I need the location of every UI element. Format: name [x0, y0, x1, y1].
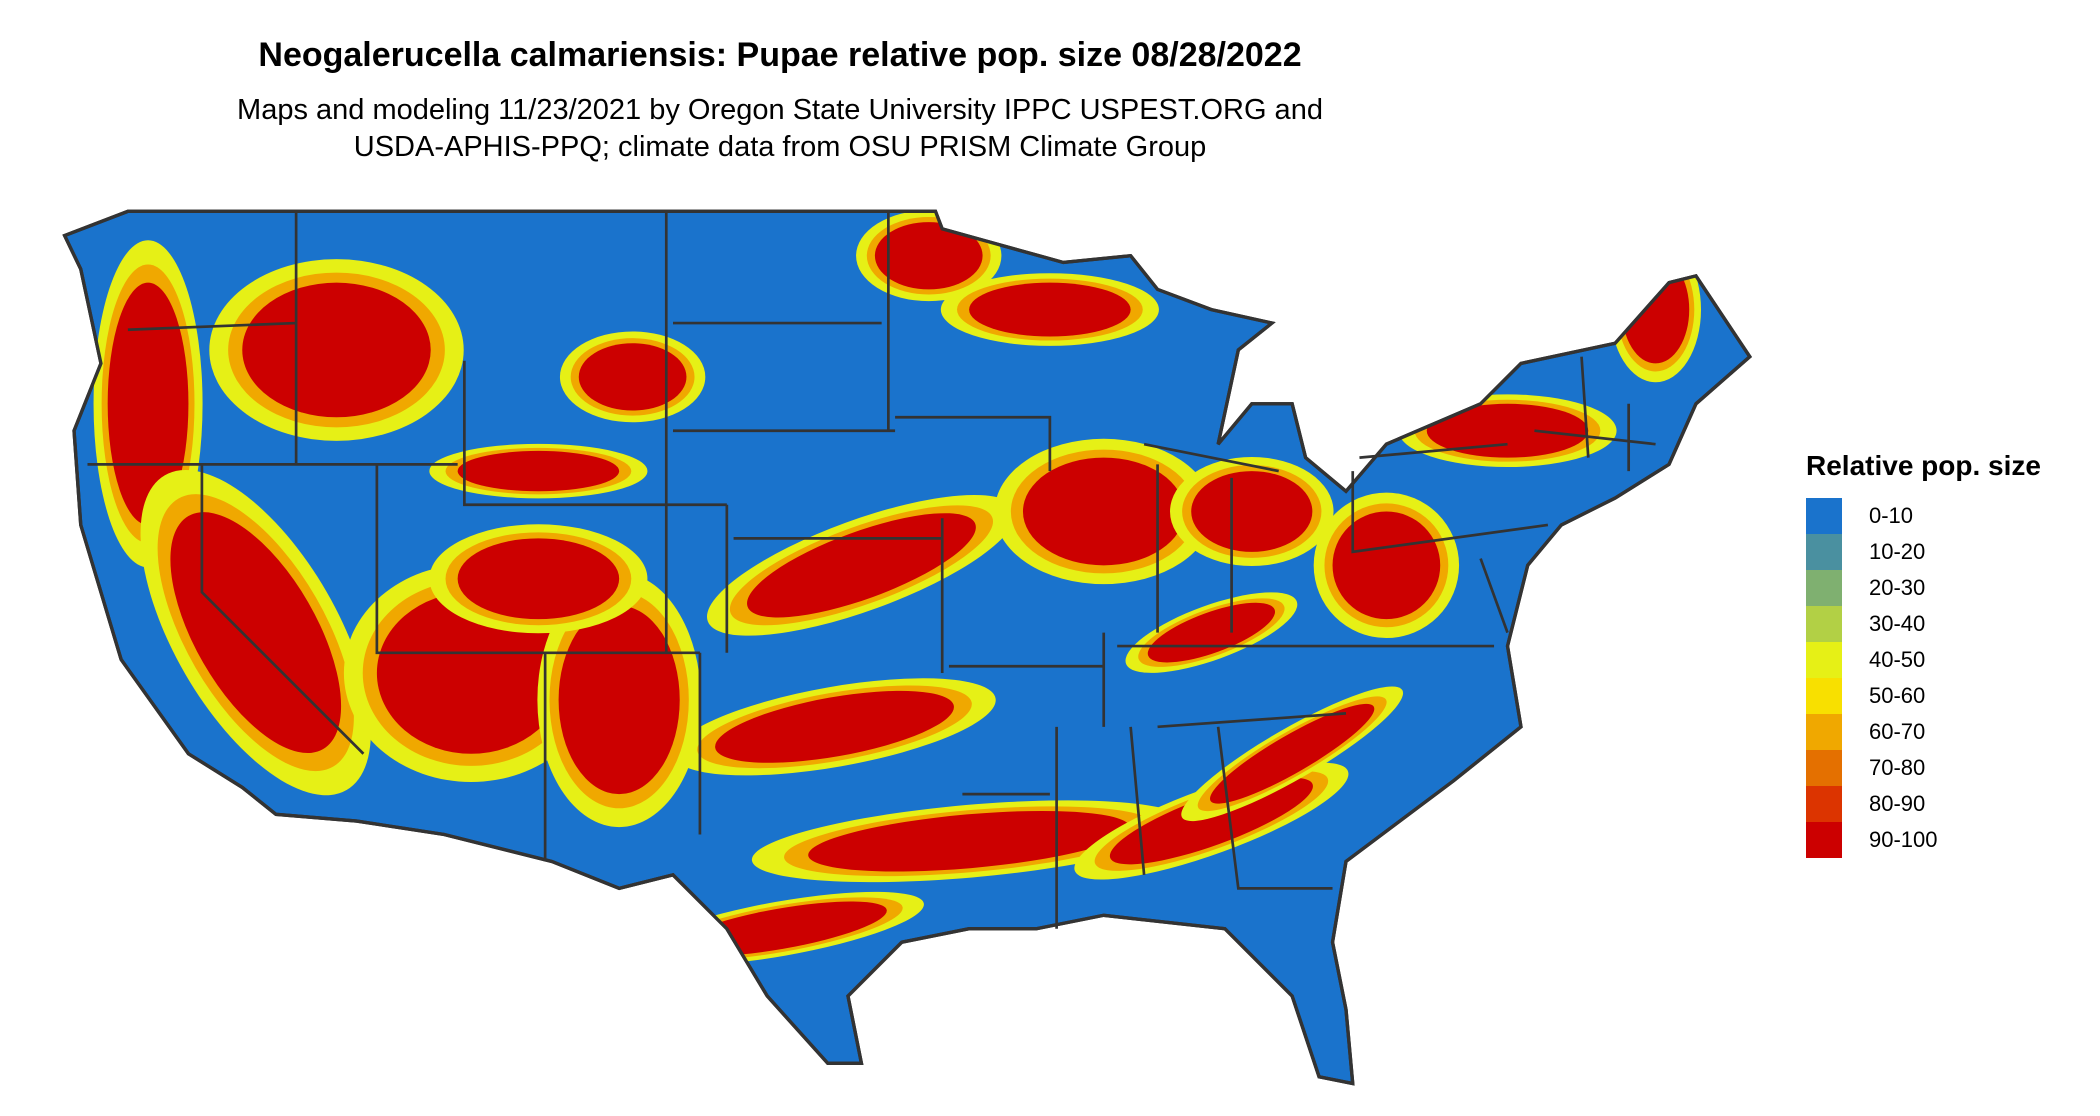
subtitle-line-2: USDA-APHIS-PPQ; climate data from OSU PR… [353, 131, 1207, 163]
us-outline [62, 209, 1753, 1086]
legend-label: 80-90 [1869, 791, 1926, 816]
legend-label: 30-40 [1869, 611, 1926, 636]
legend-item: 60-70 [1806, 714, 2041, 750]
legend-swatch [1806, 714, 1842, 750]
legend-label: 20-30 [1869, 575, 1926, 600]
legend-swatch [1806, 822, 1842, 858]
legend-item: 80-90 [1806, 786, 2041, 822]
legend-swatch [1806, 786, 1842, 822]
legend-item: 10-20 [1806, 534, 2041, 570]
map-title: Neogalerucella calmariensis: Pupae relat… [258, 36, 1302, 74]
hotspot [715, 690, 954, 763]
hotspot [578, 343, 687, 411]
hotspot [808, 810, 1131, 872]
legend-label: 70-80 [1869, 755, 1926, 780]
hotspot [1191, 471, 1313, 552]
legend-swatch [1806, 678, 1842, 714]
hotspot [242, 282, 431, 418]
legend-label: 90-100 [1869, 827, 1938, 852]
legend-label: 10-20 [1869, 539, 1926, 564]
hotspot [457, 450, 620, 492]
legend-item: 20-30 [1806, 570, 2041, 606]
hotspot [1621, 255, 1690, 364]
hotspot [558, 605, 680, 795]
legend: Relative pop. size 0-10 10-20 20-30 30-40 40… [1806, 450, 2041, 858]
legend-swatch [1806, 534, 1842, 570]
legend-item: 0-10 [1806, 498, 2041, 534]
subtitle-line-1: Maps and modeling 11/23/2021 by Oregon S… [237, 94, 1323, 126]
legend-swatch [1806, 750, 1842, 786]
legend-item: 40-50 [1806, 642, 2041, 678]
legend-swatch [1806, 498, 1842, 534]
hotspot [1109, 777, 1313, 865]
state-line [87, 211, 1656, 929]
legend-item: 90-100 [1806, 822, 2041, 858]
legend-label: 60-70 [1869, 719, 1926, 744]
hotspot [1022, 457, 1185, 566]
hotspot [969, 282, 1131, 337]
legend-label: 0-10 [1869, 503, 1914, 528]
hotspot [1210, 703, 1375, 804]
legend-swatch [1806, 570, 1842, 606]
legend-swatch [1806, 606, 1842, 642]
legend-item: 30-40 [1806, 606, 2041, 642]
legend-swatch [1806, 642, 1842, 678]
hotspot [874, 222, 983, 290]
legend-title: Relative pop. size [1806, 450, 2041, 481]
hotspot-layer [93, 211, 1702, 966]
hotspot [1147, 602, 1276, 663]
legend-item: 50-60 [1806, 678, 2041, 714]
legend-label: 40-50 [1869, 647, 1926, 672]
state-boundaries [87, 211, 1656, 929]
map-subtitle: Maps and modeling 11/23/2021 by Oregon S… [0, 92, 1560, 166]
hotspot [457, 538, 620, 620]
hotspot [1426, 403, 1589, 458]
legend-label: 50-60 [1869, 683, 1926, 708]
hotspot [376, 592, 566, 754]
hotspot [1332, 511, 1441, 620]
legend-item: 70-80 [1806, 750, 2041, 786]
hotspot [170, 512, 342, 754]
